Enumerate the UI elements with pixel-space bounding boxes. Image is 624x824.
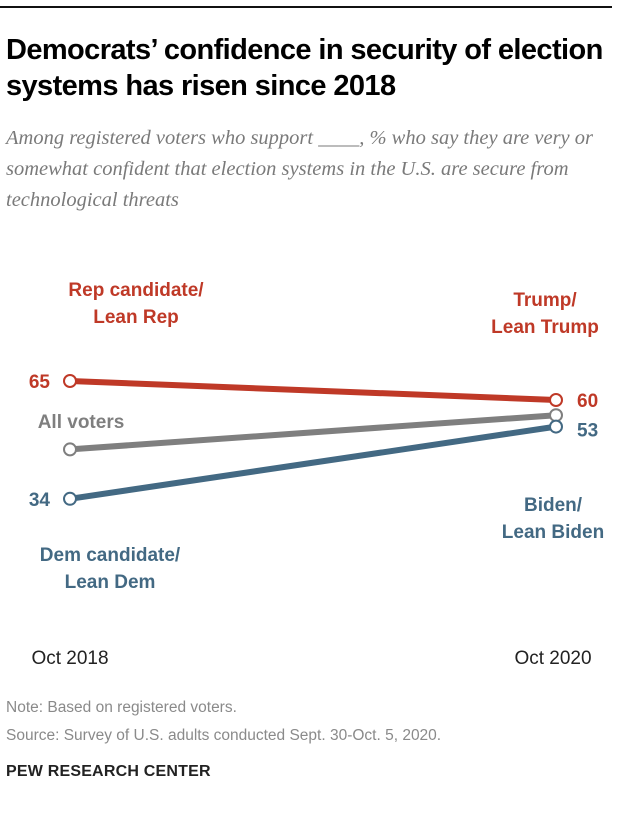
series-name-rep: Lean Rep bbox=[93, 307, 179, 328]
data-label-dem: 34 bbox=[29, 490, 51, 511]
data-label-rep: 60 bbox=[577, 391, 598, 412]
chart-subtitle: Among registered voters who support ____… bbox=[6, 127, 594, 211]
data-point-dem bbox=[549, 419, 563, 434]
data-point-rep bbox=[63, 374, 77, 388]
series-line-rep bbox=[69, 378, 557, 403]
chart-note: Note: Based on registered voters. bbox=[6, 699, 237, 716]
series-end-name-dem: Lean Biden bbox=[502, 522, 604, 543]
series-line-dem bbox=[69, 423, 557, 502]
top-rule bbox=[0, 6, 612, 8]
data-point-dem bbox=[63, 491, 77, 506]
series-line-all bbox=[69, 412, 557, 453]
series-name-dem: Dem candidate/ bbox=[40, 545, 181, 566]
data-point-rep bbox=[549, 393, 563, 407]
data-point-all bbox=[549, 408, 563, 423]
chart-title: Democrats’ confidence in security of ele… bbox=[6, 34, 603, 102]
series-name-all: All voters bbox=[38, 412, 125, 433]
chart-source: Source: Survey of U.S. adults conducted … bbox=[6, 727, 442, 744]
series-name-dem: Lean Dem bbox=[65, 572, 156, 593]
series-end-name-rep: Lean Trump bbox=[491, 317, 599, 338]
series-end-name-rep: Trump/ bbox=[513, 290, 577, 311]
data-point-all bbox=[63, 442, 77, 457]
x-tick-label: Oct 2018 bbox=[31, 648, 108, 669]
series-name-rep: Rep candidate/ bbox=[68, 280, 204, 301]
data-label-rep: 65 bbox=[29, 372, 51, 393]
series-end-name-dem: Biden/ bbox=[524, 495, 583, 516]
data-label-dem: 53 bbox=[577, 421, 598, 442]
brand-logo-text: PEW RESEARCH CENTER bbox=[6, 763, 211, 780]
x-tick-label: Oct 2020 bbox=[514, 648, 591, 669]
